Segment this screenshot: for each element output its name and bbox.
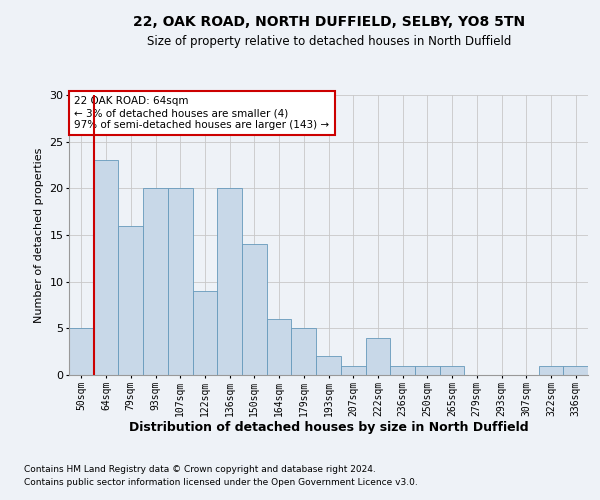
Bar: [415, 366, 440, 375]
Bar: [143, 188, 168, 375]
Bar: [341, 366, 365, 375]
Text: Contains HM Land Registry data © Crown copyright and database right 2024.: Contains HM Land Registry data © Crown c…: [24, 466, 376, 474]
Bar: [193, 291, 217, 375]
Bar: [69, 328, 94, 375]
Bar: [242, 244, 267, 375]
Text: Contains public sector information licensed under the Open Government Licence v3: Contains public sector information licen…: [24, 478, 418, 487]
Bar: [292, 328, 316, 375]
Y-axis label: Number of detached properties: Number of detached properties: [34, 148, 44, 322]
Bar: [316, 356, 341, 375]
Text: 22, OAK ROAD, NORTH DUFFIELD, SELBY, YO8 5TN: 22, OAK ROAD, NORTH DUFFIELD, SELBY, YO8…: [133, 16, 525, 30]
Bar: [563, 366, 588, 375]
Bar: [168, 188, 193, 375]
Text: Size of property relative to detached houses in North Duffield: Size of property relative to detached ho…: [146, 34, 511, 48]
Text: Distribution of detached houses by size in North Duffield: Distribution of detached houses by size …: [129, 421, 529, 434]
Bar: [94, 160, 118, 375]
Bar: [440, 366, 464, 375]
Bar: [390, 366, 415, 375]
Text: 22 OAK ROAD: 64sqm
← 3% of detached houses are smaller (4)
97% of semi-detached : 22 OAK ROAD: 64sqm ← 3% of detached hous…: [74, 96, 329, 130]
Bar: [267, 319, 292, 375]
Bar: [365, 338, 390, 375]
Bar: [539, 366, 563, 375]
Bar: [217, 188, 242, 375]
Bar: [118, 226, 143, 375]
